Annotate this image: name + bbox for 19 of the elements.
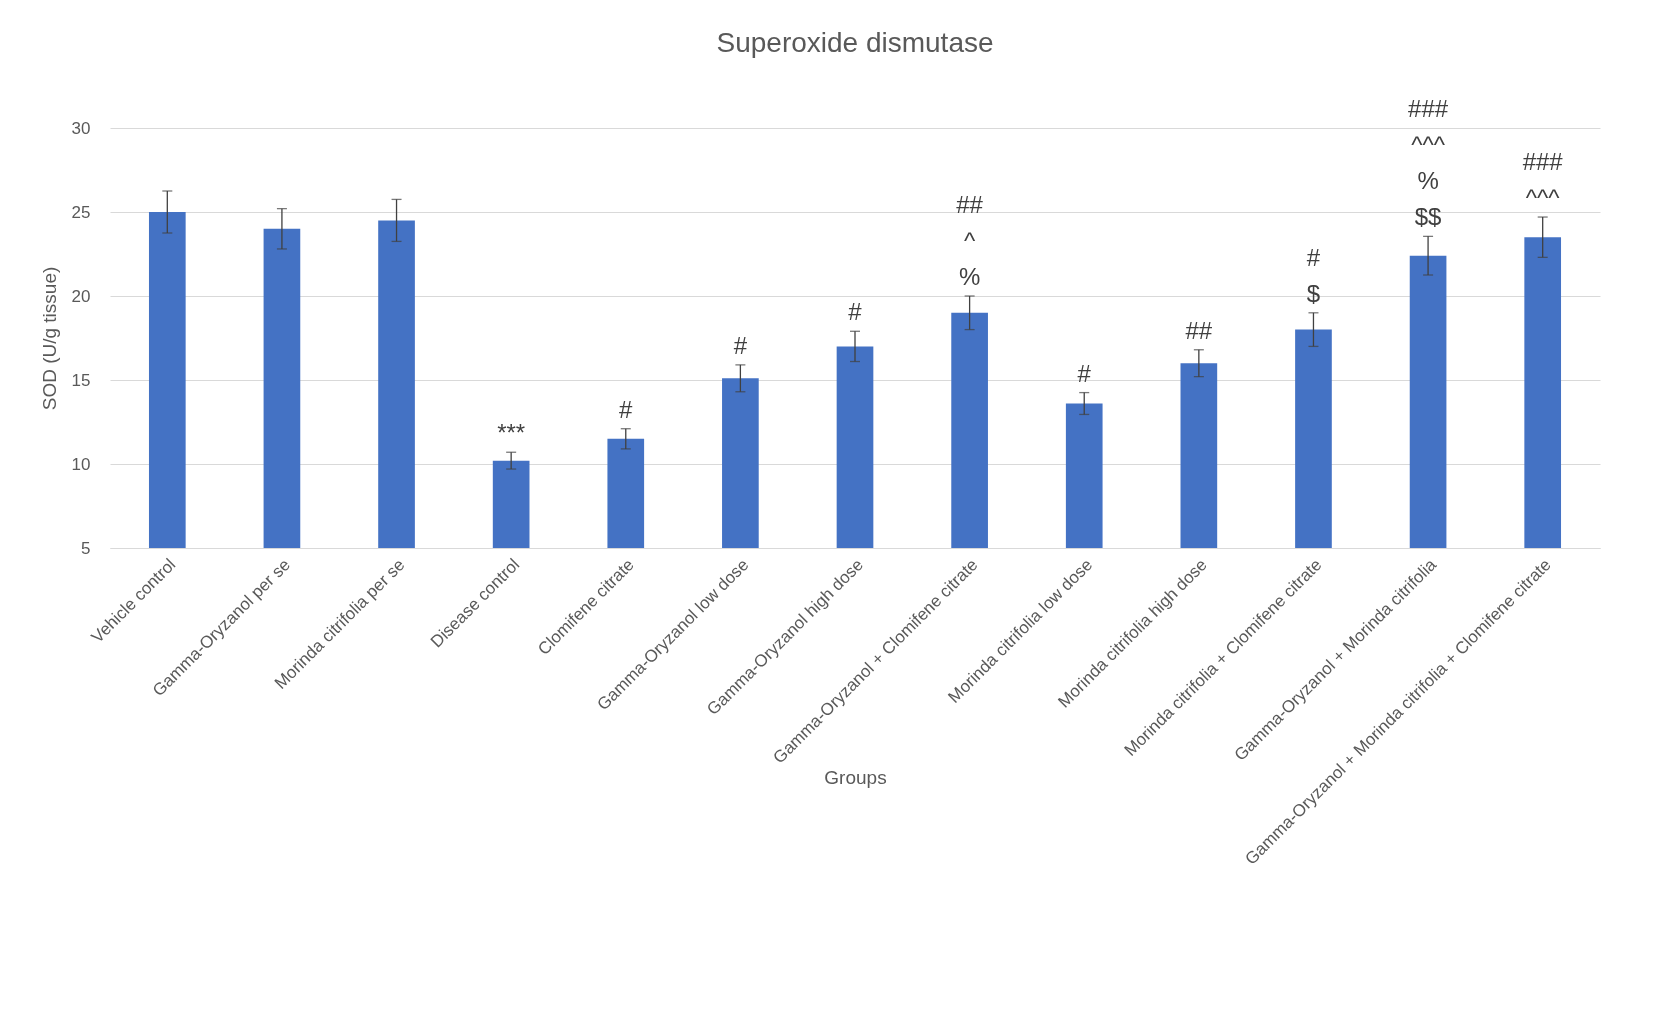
y-tick-label: 5 (81, 538, 91, 558)
x-axis-title: Groups (824, 766, 887, 788)
y-tick-label: 25 (71, 202, 91, 222)
annotation: ### ^^^ (1522, 148, 1564, 212)
annotation: # (848, 298, 863, 326)
y-tick-label: 20 (71, 286, 91, 306)
annotation: ### ^^^ % $$ (1408, 95, 1449, 231)
y-axis-title: SOD (U/g tissue) (38, 266, 60, 411)
annotation: *** (497, 419, 526, 447)
annotation: ## ^ % (956, 191, 984, 290)
annotation: # $ (1306, 243, 1321, 307)
annotation: # (1077, 359, 1092, 387)
annotation: # (733, 331, 748, 359)
annotation: # (619, 395, 634, 423)
y-tick-label: 10 (71, 454, 91, 474)
annotation: ## (1185, 316, 1213, 344)
y-tick-label: 15 (71, 370, 91, 390)
chart-title: Superoxide dismutase (716, 27, 994, 59)
y-tick-label: 30 (71, 118, 91, 138)
